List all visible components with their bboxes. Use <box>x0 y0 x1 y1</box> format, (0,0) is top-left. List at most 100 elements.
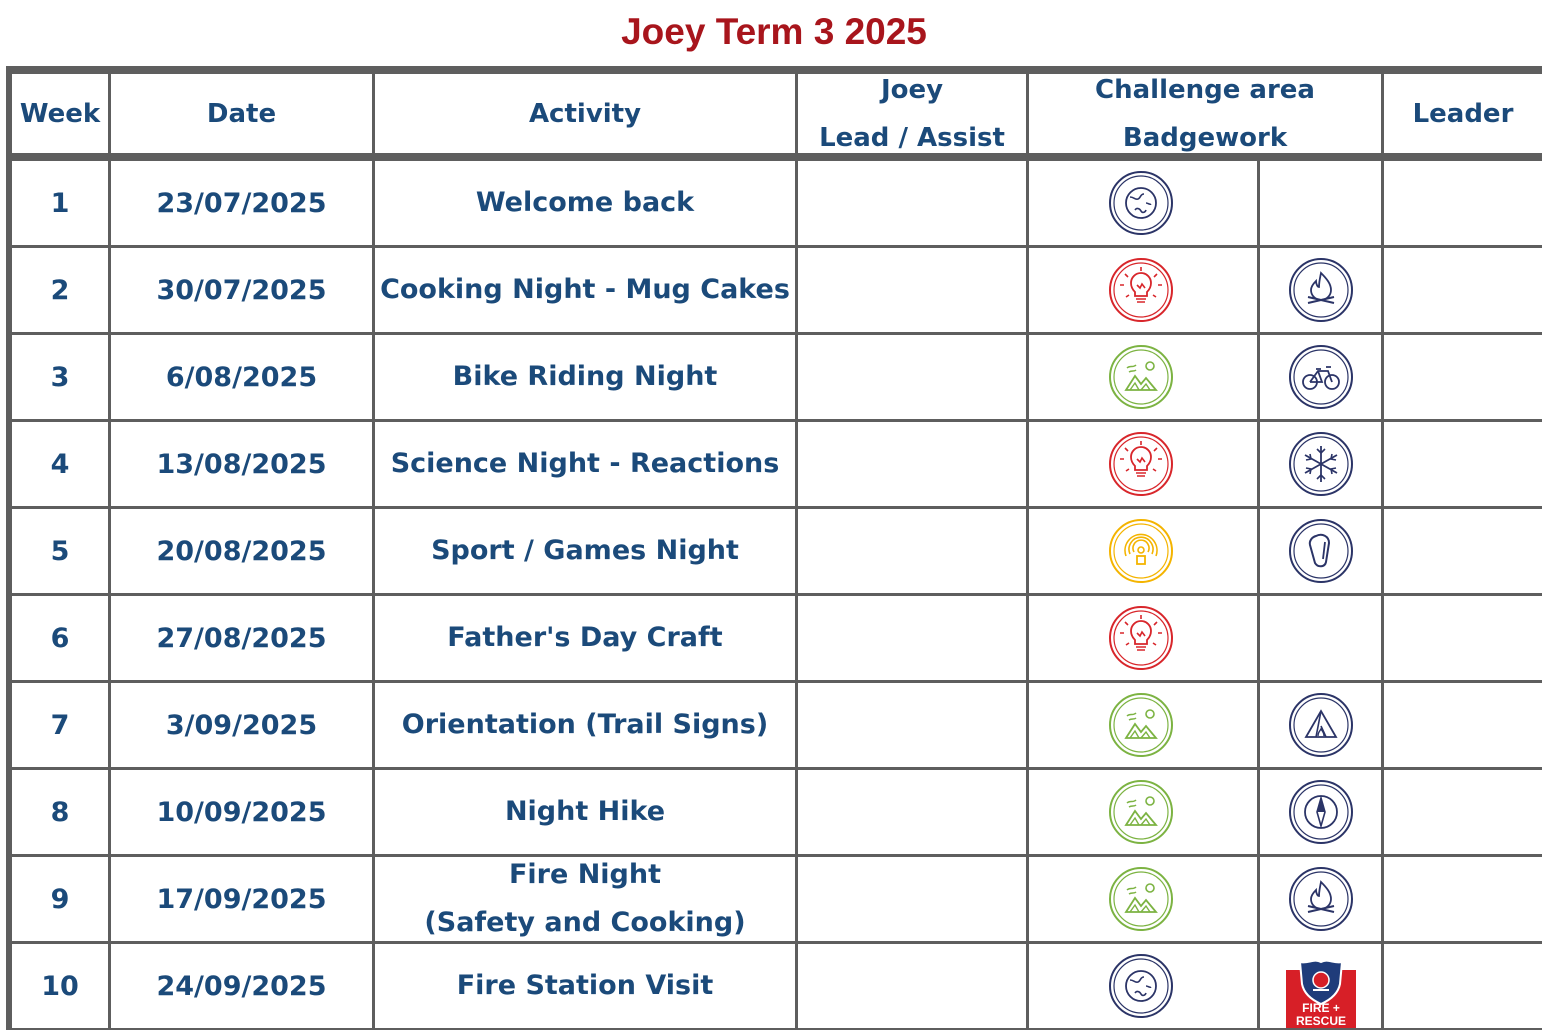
date-cell: 3/09/2025 <box>111 683 372 767</box>
header-date-label: Date <box>206 98 277 129</box>
header-joey-line1: Joey <box>880 74 944 105</box>
challenge-area-cell <box>1029 770 1257 854</box>
header-leader-label: Leader <box>1412 98 1514 129</box>
badgework-cell <box>1260 596 1381 680</box>
date-value: 10/09/2025 <box>156 796 327 828</box>
challenge-area-cell <box>1029 509 1257 593</box>
week-number: 9 <box>50 883 70 915</box>
leader-cell <box>1384 944 1542 1028</box>
header-activity: Activity <box>375 74 795 153</box>
week-number: 2 <box>50 274 70 306</box>
badgework-cell: FIRE + RESCUE <box>1260 944 1381 1028</box>
week-cell: 5 <box>12 509 108 593</box>
header-week-label: Week <box>19 98 101 129</box>
leader-cell <box>1384 422 1542 506</box>
date-value: 27/08/2025 <box>156 622 327 654</box>
date-value: 24/09/2025 <box>156 970 327 1002</box>
activity-name: Welcome back <box>475 187 695 218</box>
header-date: Date <box>111 74 372 153</box>
activity-cell: Cooking Night - Mug Cakes <box>375 248 795 332</box>
date-value: 13/08/2025 <box>156 448 327 480</box>
activity-name-line2: (Safety and Cooking) <box>424 907 746 938</box>
badgework-cell <box>1260 422 1381 506</box>
challenge-area-cell <box>1029 248 1257 332</box>
activity-cell: Fire Station Visit <box>375 944 795 1028</box>
date-value: 20/08/2025 <box>156 535 327 567</box>
leader-cell <box>1384 335 1542 419</box>
personal-growth-icon <box>1108 518 1174 584</box>
activity-cell: Fire Night (Safety and Cooking) <box>375 857 795 941</box>
term-program-table: Week Date Activity Joey Lead / Assist Challen… <box>6 66 1542 1030</box>
outdoors-mountain-icon <box>1108 344 1174 410</box>
compass-icon <box>1288 779 1354 845</box>
date-cell: 24/09/2025 <box>111 944 372 1028</box>
date-value: 6/08/2025 <box>165 361 318 393</box>
creative-lightbulb-icon <box>1108 431 1174 497</box>
week-cell: 7 <box>12 683 108 767</box>
challenge-area-cell <box>1029 683 1257 767</box>
week-number: 10 <box>41 970 79 1002</box>
activity-name: Cooking Night - Mug Cakes <box>380 274 790 305</box>
week-number: 4 <box>50 448 70 480</box>
carabiner-icon <box>1288 518 1354 584</box>
activity-name: Fire Station Visit <box>456 970 714 1001</box>
header-joey-line2: Lead / Assist <box>819 122 1005 153</box>
leader-cell <box>1384 248 1542 332</box>
leader-cell <box>1384 683 1542 767</box>
outdoors-mountain-icon <box>1108 866 1174 932</box>
week-cell: 2 <box>12 248 108 332</box>
joey-lead-assist-cell <box>798 248 1026 332</box>
badgework-cell <box>1260 770 1381 854</box>
leader-cell <box>1384 509 1542 593</box>
joey-lead-assist-cell <box>798 335 1026 419</box>
activity-name: Night Hike <box>504 796 666 827</box>
badgework-cell <box>1260 335 1381 419</box>
badgework-cell <box>1260 509 1381 593</box>
outdoors-mountain-icon <box>1108 779 1174 845</box>
leader-cell <box>1384 596 1542 680</box>
activity-name: Orientation (Trail Signs) <box>401 709 769 740</box>
week-cell: 6 <box>12 596 108 680</box>
joey-lead-assist-cell <box>798 683 1026 767</box>
header-challenge: Challenge area Badgework <box>1029 74 1381 153</box>
badgework-cell <box>1260 857 1381 941</box>
header-challenge-line1: Challenge area <box>1095 74 1315 105</box>
joey-lead-assist-cell <box>798 770 1026 854</box>
activity-cell: Father's Day Craft <box>375 596 795 680</box>
challenge-area-cell <box>1029 857 1257 941</box>
activity-cell: Night Hike <box>375 770 795 854</box>
leader-cell <box>1384 161 1542 245</box>
date-cell: 23/07/2025 <box>111 161 372 245</box>
joey-lead-assist-cell <box>798 857 1026 941</box>
outdoors-mountain-icon <box>1108 692 1174 758</box>
activity-cell: Bike Riding Night <box>375 335 795 419</box>
badgework-cell <box>1260 683 1381 767</box>
activity-cell: Science Night - Reactions <box>375 422 795 506</box>
challenge-area-cell <box>1029 335 1257 419</box>
joey-lead-assist-cell <box>798 422 1026 506</box>
fire-rescue-logo: FIRE + RESCUE <box>1285 958 1356 1028</box>
community-globe-icon <box>1108 953 1174 1019</box>
svg-text:RESCUE: RESCUE <box>1295 1014 1345 1028</box>
challenge-area-cell <box>1029 596 1257 680</box>
date-cell: 27/08/2025 <box>111 596 372 680</box>
date-cell: 30/07/2025 <box>111 248 372 332</box>
week-cell: 4 <box>12 422 108 506</box>
week-number: 6 <box>50 622 70 654</box>
date-cell: 10/09/2025 <box>111 770 372 854</box>
badgework-cell <box>1260 248 1381 332</box>
activity-name: Science Night - Reactions <box>390 448 780 479</box>
bicycle-icon <box>1288 344 1354 410</box>
week-number: 8 <box>50 796 70 828</box>
joey-lead-assist-cell <box>798 161 1026 245</box>
date-cell: 17/09/2025 <box>111 857 372 941</box>
date-cell: 6/08/2025 <box>111 335 372 419</box>
week-cell: 8 <box>12 770 108 854</box>
date-value: 3/09/2025 <box>165 709 318 741</box>
week-cell: 9 <box>12 857 108 941</box>
week-cell: 10 <box>12 944 108 1028</box>
campfire-icon <box>1288 257 1354 323</box>
date-cell: 13/08/2025 <box>111 422 372 506</box>
tent-icon <box>1288 692 1354 758</box>
activity-name: Bike Riding Night <box>452 361 718 392</box>
